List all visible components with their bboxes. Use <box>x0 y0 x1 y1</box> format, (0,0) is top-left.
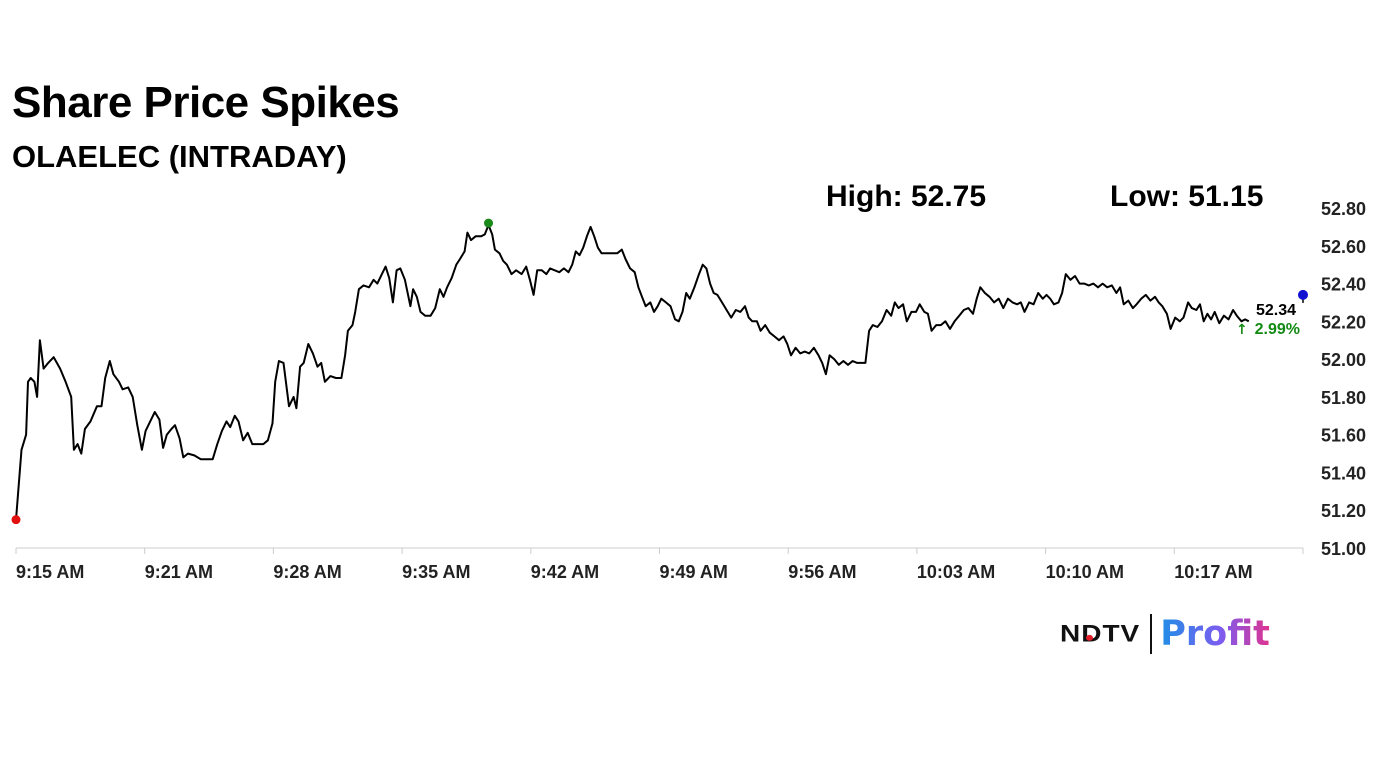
y-tick-label: 52.00 <box>1321 350 1366 370</box>
x-tick-label: 9:56 AM <box>788 562 856 582</box>
last-price-marker <box>1298 289 1308 300</box>
y-tick-label: 51.40 <box>1321 463 1366 483</box>
logo-red-dot <box>1086 634 1093 641</box>
arrow-up-icon: ↑ <box>1236 322 1248 338</box>
y-tick-label: 51.80 <box>1321 388 1366 408</box>
last-price-label: 52.34 <box>1256 302 1296 319</box>
chart-subtitle: OLAELEC (INTRADAY) <box>12 139 347 174</box>
y-tick-label: 52.60 <box>1321 237 1366 257</box>
logo-divider <box>1150 614 1153 654</box>
y-tick-label: 51.00 <box>1321 539 1366 559</box>
price-change-indicator: ↑ 2.99% <box>1236 321 1300 338</box>
chart-title: Share Price Spikes <box>12 78 400 127</box>
chart-markers <box>11 218 1308 525</box>
start-point-marker <box>11 515 21 525</box>
y-tick-label: 51.20 <box>1321 501 1366 521</box>
y-tick-label: 51.60 <box>1321 426 1366 446</box>
logo-profit-text: Profit <box>1160 614 1270 654</box>
high-value-label: High: 52.75 <box>826 180 987 213</box>
price-change-percent: 2.99% <box>1255 321 1300 338</box>
ndtv-profit-logo: NDTV Profit <box>1060 612 1270 656</box>
x-tick-label: 10:10 AM <box>1046 562 1124 582</box>
x-tick-label: 9:15 AM <box>16 562 84 582</box>
high-point-marker <box>484 218 494 228</box>
x-tick-label: 9:28 AM <box>273 562 341 582</box>
chart-series <box>15 224 1304 520</box>
x-tick-label: 9:42 AM <box>531 562 599 582</box>
y-tick-label: 52.40 <box>1321 275 1366 295</box>
y-tick-label: 52.80 <box>1321 199 1366 219</box>
price-series-line <box>15 224 1250 520</box>
chart-axes: 9:15 AM 9:21 AM 9:28 AM 9:35 AM 9:42 AM 9:49 … <box>15 199 1366 582</box>
x-tick-label: 10:17 AM <box>1174 562 1252 582</box>
x-tick-label: 9:49 AM <box>660 562 728 582</box>
x-tick-label: 10:03 AM <box>917 562 995 582</box>
y-tick-label: 52.20 <box>1321 312 1366 332</box>
logo-ndtv-text: NDTV <box>1060 620 1141 647</box>
x-tick-label: 9:35 AM <box>402 562 470 582</box>
x-tick-label: 9:21 AM <box>145 562 213 582</box>
low-value-label: Low: 51.15 <box>1110 180 1264 213</box>
